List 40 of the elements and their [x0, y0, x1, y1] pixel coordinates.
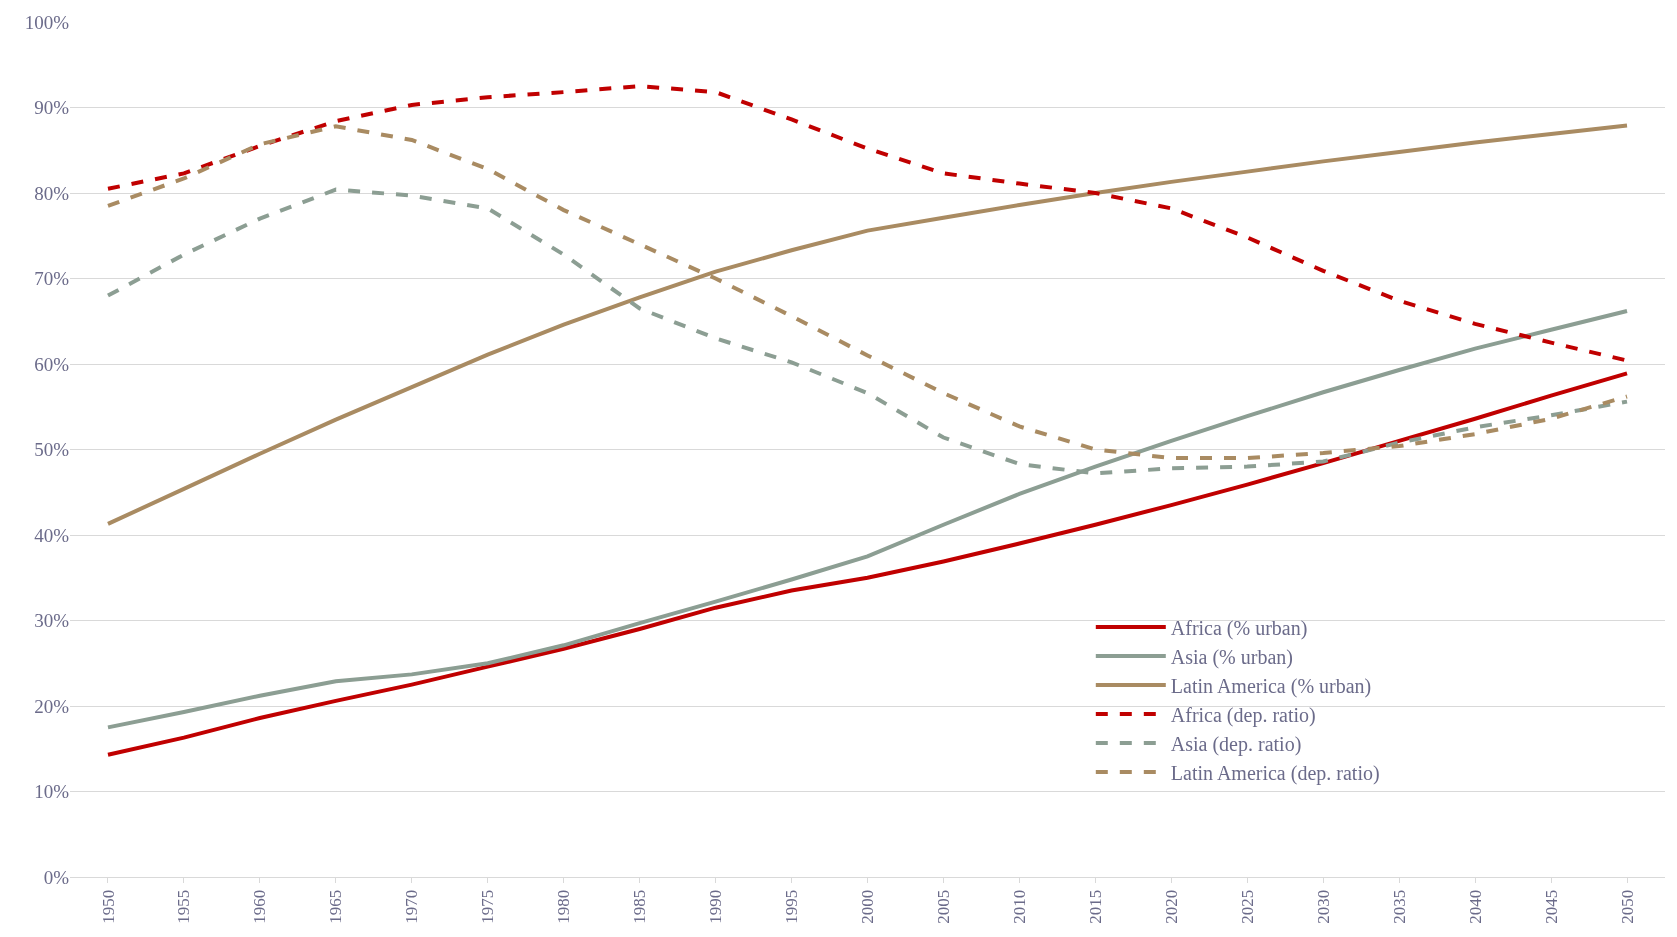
y-tick-label: 60% [34, 353, 70, 375]
x-tick-label: 1970 [402, 889, 422, 924]
x-tick-label: 2030 [1313, 889, 1333, 924]
y-tick-label: 50% [34, 439, 70, 461]
legend-label: Asia (% urban) [1170, 645, 1293, 669]
x-tick-label: 2015 [1085, 889, 1105, 924]
y-tick-label: 40% [34, 524, 70, 546]
x-tick-label: 1960 [250, 889, 270, 924]
x-tick-label: 1975 [478, 889, 498, 924]
y-tick-label: 70% [34, 268, 70, 290]
y-tick-label: 30% [34, 610, 70, 632]
legend-label: Asia (dep. ratio) [1170, 732, 1302, 756]
y-tick-label: 100% [24, 11, 70, 33]
x-tick-label: 1965 [326, 889, 346, 924]
x-tick-label: 2040 [1465, 889, 1485, 924]
x-tick-label: 2010 [1009, 889, 1029, 924]
y-tick-label: 80% [34, 182, 70, 204]
legend-label: Africa (dep. ratio) [1170, 703, 1316, 727]
y-tick-label: 20% [34, 695, 70, 717]
x-tick-label: 2020 [1161, 889, 1181, 924]
x-tick-label: 1990 [706, 889, 726, 924]
legend-label: Latin America (dep. ratio) [1170, 761, 1380, 785]
line-series [105, 123, 1630, 526]
x-tick-label: 2050 [1617, 889, 1637, 924]
x-tick-label: 2005 [933, 889, 953, 924]
x-tick-label: 1955 [174, 889, 194, 924]
y-tick-label: 10% [34, 781, 70, 803]
x-tick-label: 1950 [98, 889, 118, 924]
x-tick-label: 1995 [782, 889, 802, 924]
y-tick-label: 0% [43, 866, 70, 888]
x-tick-label: 2045 [1541, 889, 1561, 924]
x-tick-label: 1985 [630, 889, 650, 924]
legend-label: Latin America (% urban) [1170, 674, 1372, 698]
legend-label: Africa (% urban) [1170, 616, 1308, 640]
x-tick-label: 1980 [554, 889, 574, 924]
x-tick-label: 2025 [1237, 889, 1257, 924]
x-tick-label: 2035 [1389, 889, 1409, 924]
x-tick-label: 2000 [858, 889, 878, 924]
line-series [105, 371, 1630, 757]
y-tick-label: 90% [34, 97, 70, 119]
